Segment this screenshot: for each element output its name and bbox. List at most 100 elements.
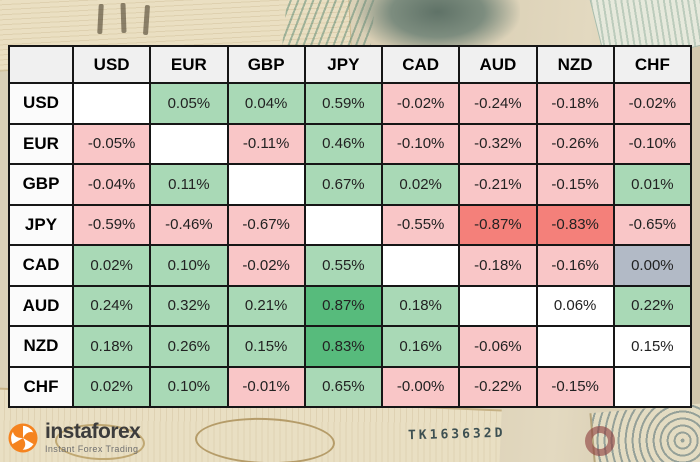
matrix-row-header-chf: CHF xyxy=(8,365,74,408)
matrix-cell-eur-usd: -0.05% xyxy=(71,122,152,165)
matrix-cell-gbp-eur: 0.11% xyxy=(149,163,229,206)
matrix-cell-usd-aud: -0.24% xyxy=(458,82,538,125)
matrix-cell-nzd-cad: 0.16% xyxy=(380,325,461,368)
matrix-cell-gbp-chf: 0.01% xyxy=(612,163,693,206)
matrix-cell-cad-gbp: -0.02% xyxy=(226,244,306,287)
matrix-cell-eur-eur xyxy=(149,122,229,165)
banknote-maroon-ring xyxy=(585,426,615,456)
matrix-cell-nzd-jpy: 0.83% xyxy=(303,325,384,368)
matrix-cell-chf-jpy: 0.65% xyxy=(303,365,384,408)
matrix-cell-jpy-gbp: -0.67% xyxy=(226,203,306,246)
matrix-row-gbp: GBP -0.04% 0.11% 0.67% 0.02% -0.21% -0.15% 0.01… xyxy=(8,163,693,206)
matrix-column-header-chf: CHF xyxy=(612,45,693,84)
matrix-cell-usd-gbp: 0.04% xyxy=(226,82,306,125)
matrix-cell-chf-usd: 0.02% xyxy=(71,365,152,408)
banknote-kanji-stroke xyxy=(120,2,127,34)
matrix-cell-gbp-usd: -0.04% xyxy=(71,163,152,206)
matrix-cell-gbp-jpy: 0.67% xyxy=(303,163,384,206)
matrix-cell-cad-chf: 0.00% xyxy=(612,244,693,287)
matrix-cell-nzd-chf: 0.15% xyxy=(612,325,693,368)
matrix-row-header-aud: AUD xyxy=(8,284,74,327)
matrix-cell-jpy-nzd: -0.83% xyxy=(535,203,615,246)
matrix-cell-eur-chf: -0.10% xyxy=(612,122,693,165)
matrix-cell-chf-aud: -0.22% xyxy=(458,365,538,408)
matrix-cell-aud-eur: 0.32% xyxy=(149,284,229,327)
matrix-cell-usd-nzd: -0.18% xyxy=(535,82,615,125)
banknote-serial: TK163632D xyxy=(407,425,506,444)
matrix-cell-cad-jpy: 0.55% xyxy=(303,244,384,287)
matrix-row-cad: CAD 0.02% 0.10% -0.02% 0.55% -0.18% -0.16% 0.00… xyxy=(8,244,693,287)
matrix-row-header-cad: CAD xyxy=(8,244,74,287)
matrix-cell-chf-chf xyxy=(612,365,693,408)
matrix-cell-jpy-aud: -0.87% xyxy=(458,203,538,246)
matrix-row-aud: AUD 0.24% 0.32% 0.21% 0.87% 0.18% 0.06% 0.22% xyxy=(8,284,693,327)
matrix-cell-gbp-nzd: -0.15% xyxy=(535,163,615,206)
matrix-cell-cad-cad xyxy=(380,244,461,287)
matrix-cell-usd-usd xyxy=(71,82,152,125)
matrix-cell-jpy-usd: -0.59% xyxy=(71,203,152,246)
matrix-row-eur: EUR -0.05% -0.11% 0.46% -0.10% -0.32% -0.26% -0… xyxy=(8,122,693,165)
matrix-cell-aud-gbp: 0.21% xyxy=(226,284,306,327)
matrix-cell-nzd-nzd xyxy=(535,325,615,368)
matrix-head: USD EUR GBP JPY CAD AUD NZD CHF xyxy=(8,45,693,84)
matrix-cell-usd-jpy: 0.59% xyxy=(303,82,384,125)
matrix-cell-gbp-gbp xyxy=(226,163,306,206)
matrix-cell-aud-usd: 0.24% xyxy=(71,284,152,327)
matrix-cell-chf-nzd: -0.15% xyxy=(535,365,615,408)
matrix-cell-usd-cad: -0.02% xyxy=(380,82,461,125)
matrix-column-header-gbp: GBP xyxy=(226,45,306,84)
matrix-column-header-cad: CAD xyxy=(380,45,461,84)
matrix-cell-usd-chf: -0.02% xyxy=(612,82,693,125)
matrix-row-header-usd: USD xyxy=(8,82,74,125)
matrix-cell-chf-gbp: -0.01% xyxy=(226,365,306,408)
matrix-row-jpy: JPY -0.59% -0.46% -0.67% -0.55% -0.87% -0.83% -… xyxy=(8,203,693,246)
instaforex-logo-text: instaforex Instant Forex Trading xyxy=(45,421,141,454)
matrix-column-header-nzd: NZD xyxy=(535,45,615,84)
matrix-cell-gbp-aud: -0.21% xyxy=(458,163,538,206)
matrix-column-header-jpy: JPY xyxy=(303,45,384,84)
matrix-cell-nzd-eur: 0.26% xyxy=(149,325,229,368)
matrix-column-header-aud: AUD xyxy=(458,45,538,84)
matrix-cell-nzd-aud: -0.06% xyxy=(458,325,538,368)
currency-matrix: USD EUR GBP JPY CAD AUD NZD CHF USD 0.05% 0.04% 0.… xyxy=(8,45,693,408)
matrix-cell-eur-jpy: 0.46% xyxy=(303,122,384,165)
matrix-cell-cad-usd: 0.02% xyxy=(71,244,152,287)
instaforex-logo: instaforex Instant Forex Trading xyxy=(8,421,141,454)
matrix-cell-aud-jpy: 0.87% xyxy=(303,284,384,327)
matrix-cell-chf-eur: 0.10% xyxy=(149,365,229,408)
matrix-body: USD 0.05% 0.04% 0.59% -0.02% -0.24% -0.18% -0.0… xyxy=(8,82,693,408)
matrix-cell-nzd-gbp: 0.15% xyxy=(226,325,306,368)
matrix-row-nzd: NZD 0.18% 0.26% 0.15% 0.83% 0.16% -0.06% 0.15% xyxy=(8,325,693,368)
matrix-cell-cad-aud: -0.18% xyxy=(458,244,538,287)
matrix-cell-aud-nzd: 0.06% xyxy=(535,284,615,327)
instaforex-logo-icon xyxy=(8,422,38,453)
matrix-row-header-gbp: GBP xyxy=(8,163,74,206)
matrix-row-usd: USD 0.05% 0.04% 0.59% -0.02% -0.24% -0.18% -0.0… xyxy=(8,82,693,125)
matrix-cell-jpy-chf: -0.65% xyxy=(612,203,693,246)
matrix-cell-aud-aud xyxy=(458,284,538,327)
matrix-cell-eur-aud: -0.32% xyxy=(458,122,538,165)
matrix-row-header-eur: EUR xyxy=(8,122,74,165)
matrix-cell-cad-nzd: -0.16% xyxy=(535,244,615,287)
matrix-cell-chf-cad: -0.00% xyxy=(380,365,461,408)
logo-tagline: Instant Forex Trading xyxy=(45,444,139,454)
matrix-row-chf: CHF 0.02% 0.10% -0.01% 0.65% -0.00% -0.22% -0.1… xyxy=(8,365,693,408)
matrix-cell-cad-eur: 0.10% xyxy=(149,244,229,287)
matrix-cell-jpy-jpy xyxy=(303,203,384,246)
matrix-cell-eur-nzd: -0.26% xyxy=(535,122,615,165)
matrix-corner-cell xyxy=(8,45,74,84)
matrix-cell-jpy-eur: -0.46% xyxy=(149,203,229,246)
matrix-cell-nzd-usd: 0.18% xyxy=(71,325,152,368)
matrix-column-header-eur: EUR xyxy=(149,45,229,84)
matrix-header-row: USD EUR GBP JPY CAD AUD NZD CHF xyxy=(8,45,693,84)
matrix-cell-aud-cad: 0.18% xyxy=(380,284,461,327)
matrix-cell-eur-gbp: -0.11% xyxy=(226,122,306,165)
matrix-row-header-nzd: NZD xyxy=(8,325,74,368)
matrix-row-header-jpy: JPY xyxy=(8,203,74,246)
matrix-column-header-usd: USD xyxy=(71,45,152,84)
matrix-cell-aud-chf: 0.22% xyxy=(612,284,693,327)
matrix-cell-eur-cad: -0.10% xyxy=(380,122,461,165)
matrix-cell-gbp-cad: 0.02% xyxy=(380,163,461,206)
matrix-cell-usd-eur: 0.05% xyxy=(149,82,229,125)
